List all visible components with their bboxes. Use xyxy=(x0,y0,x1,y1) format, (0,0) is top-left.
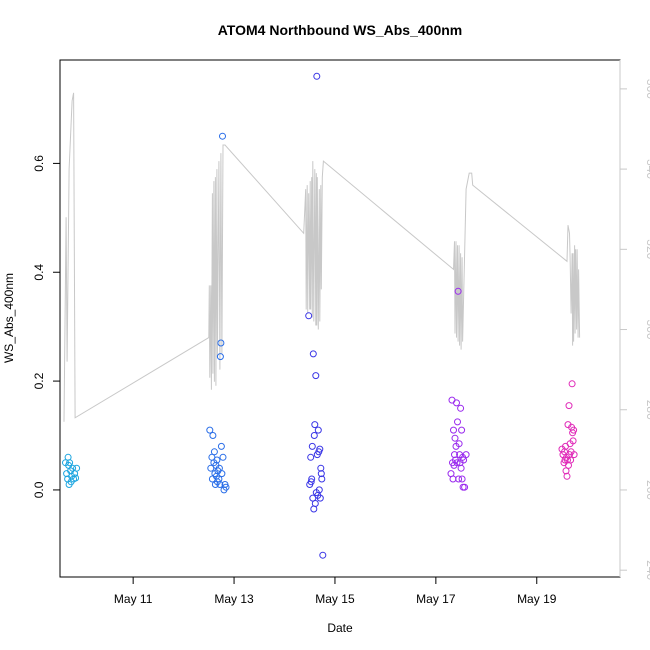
data-point xyxy=(206,426,214,434)
x-tick-label: May 11 xyxy=(114,592,153,606)
data-point xyxy=(317,470,325,478)
data-point xyxy=(454,418,461,426)
right-y-tick-label: 320 xyxy=(644,239,650,259)
data-point xyxy=(451,434,459,442)
y-tick-label: 0.0 xyxy=(32,481,46,498)
right-y-axis: 240 260 280 300 320 340 360 xyxy=(620,79,650,581)
data-point xyxy=(462,451,470,459)
data-point xyxy=(219,453,227,461)
data-point xyxy=(217,442,225,450)
data-point xyxy=(313,72,321,80)
data-point xyxy=(308,475,316,483)
data-point xyxy=(448,396,456,404)
data-point xyxy=(454,287,462,295)
right-y-tick-label: 340 xyxy=(644,159,650,179)
data-point xyxy=(318,475,326,483)
x-tick-label: May 19 xyxy=(517,592,557,606)
data-point xyxy=(216,481,224,488)
data-point xyxy=(210,448,218,456)
y-tick-label: 0.2 xyxy=(32,372,46,389)
data-point xyxy=(453,459,461,467)
y-tick-label: 0.6 xyxy=(32,155,46,172)
data-point xyxy=(66,459,74,467)
data-point xyxy=(568,380,576,388)
data-point xyxy=(307,453,315,461)
data-point xyxy=(457,464,465,472)
data-point xyxy=(316,494,324,502)
x-axis: May 11 May 13 May 15 May 17 May 19 xyxy=(114,576,557,606)
data-point xyxy=(563,472,571,480)
right-y-tick-label: 300 xyxy=(644,320,650,340)
data-point xyxy=(312,372,320,380)
data-point xyxy=(565,402,573,410)
data-point xyxy=(310,432,318,439)
secondary-series-layer xyxy=(63,92,581,422)
data-point xyxy=(311,421,319,429)
data-point xyxy=(570,426,578,434)
data-point xyxy=(457,404,465,412)
data-point xyxy=(216,353,224,361)
right-y-tick-label: 360 xyxy=(644,79,650,99)
data-point xyxy=(458,475,466,483)
data-point xyxy=(570,451,578,459)
right-y-tick-label: 240 xyxy=(644,560,650,580)
data-point xyxy=(209,432,217,439)
data-point xyxy=(316,445,324,453)
y-axis: 0.0 0.2 0.4 0.6 xyxy=(32,155,61,498)
x-tick-label: May 13 xyxy=(214,592,254,606)
y-axis-label: WS_Abs_400nm xyxy=(2,273,16,363)
data-point xyxy=(73,464,81,472)
data-point xyxy=(305,312,313,320)
x-tick-label: May 15 xyxy=(315,592,355,606)
data-point xyxy=(308,442,316,450)
data-point xyxy=(207,464,215,472)
chart-title: ATOM4 Northbound WS_Abs_400nm xyxy=(218,22,463,38)
data-point xyxy=(72,474,80,482)
data-point xyxy=(309,350,317,358)
data-point xyxy=(455,440,463,448)
data-point xyxy=(458,426,466,434)
data-point xyxy=(319,551,327,559)
right-y-tick-label: 280 xyxy=(644,400,650,420)
x-axis-label: Date xyxy=(327,621,353,635)
data-point xyxy=(217,339,225,347)
data-point xyxy=(213,456,221,464)
data-point xyxy=(567,456,575,464)
data-point xyxy=(219,132,226,140)
secondary-series-line xyxy=(63,92,581,422)
plot-frame xyxy=(59,59,621,578)
data-point xyxy=(222,483,230,491)
data-point xyxy=(455,475,463,483)
data-point xyxy=(218,470,226,478)
data-point xyxy=(450,426,457,434)
data-point xyxy=(317,464,325,472)
data-point xyxy=(315,486,323,494)
data-point xyxy=(307,478,315,486)
data-points-layer xyxy=(62,72,578,559)
data-point xyxy=(569,437,577,445)
data-point xyxy=(311,500,319,507)
data-point xyxy=(461,483,469,491)
data-point xyxy=(314,426,322,434)
data-point xyxy=(453,399,460,407)
right-y-tick-label: 260 xyxy=(644,480,650,500)
y-tick-label: 0.4 xyxy=(32,264,46,281)
x-tick-label: May 17 xyxy=(416,592,456,606)
